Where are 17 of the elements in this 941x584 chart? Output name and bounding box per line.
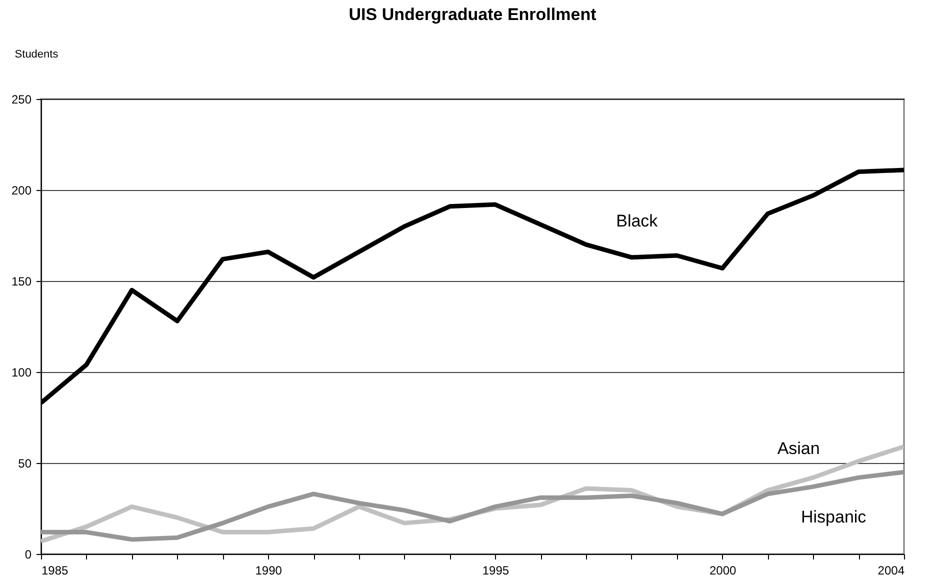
chart-title: UIS Undergraduate Enrollment [348, 5, 597, 24]
x-tick-label: 1990 [255, 564, 282, 578]
y-tick-label: 50 [18, 456, 32, 470]
y-tick-label: 100 [11, 366, 32, 380]
y-axis-title: Students [14, 48, 59, 60]
line-series [41, 470, 904, 542]
x-tick-label: 1995 [482, 564, 510, 578]
series-label: Asian [777, 439, 820, 458]
y-tick-label: 200 [11, 184, 32, 198]
x-tick-label: 1985 [42, 564, 69, 578]
y-tick-label: 0 [24, 548, 32, 562]
series-label: Hispanic [800, 508, 867, 527]
y-tick-label: 250 [11, 92, 32, 106]
series-label: Black [616, 212, 658, 231]
x-tick-label: 2004 [878, 564, 905, 578]
x-tick-label: 2000 [709, 564, 736, 578]
y-tick-label: 150 [11, 274, 32, 288]
